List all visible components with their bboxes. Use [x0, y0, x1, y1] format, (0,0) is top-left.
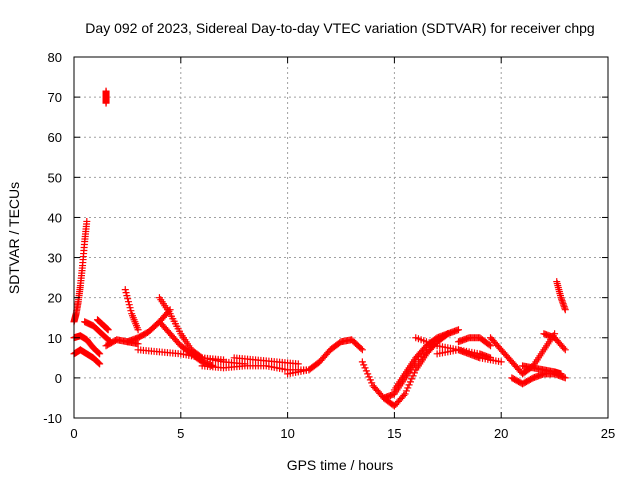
data-point [102, 99, 110, 107]
data-point [404, 384, 412, 392]
series-s5 [102, 87, 110, 107]
data-point [366, 376, 374, 384]
y-tick-label: 0 [55, 371, 62, 386]
series-s15 [284, 336, 366, 378]
series-s26 [553, 278, 569, 314]
data-point [123, 292, 131, 300]
x-tick-label: 20 [494, 426, 508, 441]
data-point [122, 289, 130, 297]
data-point [360, 361, 368, 369]
data-point [561, 374, 569, 382]
data-point [124, 298, 132, 306]
data-point [557, 370, 565, 378]
data-point [409, 372, 417, 380]
y-tick-label: 80 [48, 50, 62, 65]
series-s20 [433, 346, 495, 362]
series-s25 [540, 330, 569, 354]
data-point [408, 375, 416, 383]
series-s24 [519, 362, 565, 378]
data-point [83, 217, 91, 225]
data-point [357, 345, 365, 353]
y-tick-label: -10 [43, 411, 62, 426]
data-point [405, 381, 413, 389]
series-s14 [230, 354, 302, 368]
x-tick-label: 10 [280, 426, 294, 441]
x-tick-label: 0 [70, 426, 77, 441]
data-point [361, 364, 369, 372]
data-points [70, 87, 569, 410]
series-s6 [93, 316, 112, 334]
y-tick-label: 50 [48, 170, 62, 185]
data-point [95, 349, 103, 357]
data-point [294, 360, 302, 368]
y-tick-label: 30 [48, 251, 62, 266]
y-tick-label: 20 [48, 291, 62, 306]
data-point [104, 326, 112, 334]
data-point [561, 346, 569, 354]
data-point [94, 358, 102, 366]
data-point [368, 379, 376, 387]
y-tick-label: 60 [48, 130, 62, 145]
data-point [454, 326, 462, 334]
data-point [358, 358, 366, 366]
data-point [121, 286, 129, 294]
axis-ticks: 0 5 10 15 20 25 -10 0 10 20 30 40 50 60 70 80 [43, 50, 615, 441]
data-point [497, 358, 505, 366]
data-point [127, 307, 135, 315]
y-tick-label: 40 [48, 210, 62, 225]
series-s4 [81, 318, 114, 346]
series-s3 [70, 346, 104, 368]
data-point [406, 378, 414, 386]
series-s2 [70, 332, 104, 358]
data-point [364, 370, 372, 378]
series-s21 [454, 334, 495, 350]
series-s12 [155, 318, 217, 370]
data-point [126, 304, 134, 312]
data-point [134, 326, 142, 334]
data-point [561, 306, 569, 314]
data-point [362, 367, 370, 375]
data-point [358, 346, 366, 354]
data-point [134, 340, 142, 348]
y-axis-label: SDTVAR / TECUs [6, 182, 22, 294]
data-point [560, 344, 568, 352]
grid [74, 57, 608, 418]
series-s11 [155, 294, 249, 368]
x-axis-label: GPS time / hours [287, 457, 394, 473]
data-point [94, 348, 102, 356]
chart-title: Day 092 of 2023, Sidereal Day-to-day VTE… [85, 20, 594, 36]
y-tick-label: 70 [48, 90, 62, 105]
data-point [402, 387, 410, 395]
data-point [487, 354, 495, 362]
data-point [96, 350, 104, 358]
x-tick-label: 5 [177, 426, 184, 441]
x-tick-label: 15 [387, 426, 401, 441]
data-point [487, 342, 495, 350]
data-point [400, 391, 408, 399]
data-point [410, 369, 418, 377]
data-point [365, 373, 373, 381]
plot-frame [73, 56, 609, 419]
y-tick-label: 10 [48, 331, 62, 346]
data-point [485, 341, 493, 349]
series-s8 [121, 286, 142, 334]
data-point [95, 359, 103, 367]
data-point [401, 390, 409, 398]
data-point [124, 295, 132, 303]
x-tick-label: 25 [601, 426, 615, 441]
data-point [125, 301, 133, 309]
data-point [96, 360, 104, 368]
data-point [444, 330, 452, 338]
